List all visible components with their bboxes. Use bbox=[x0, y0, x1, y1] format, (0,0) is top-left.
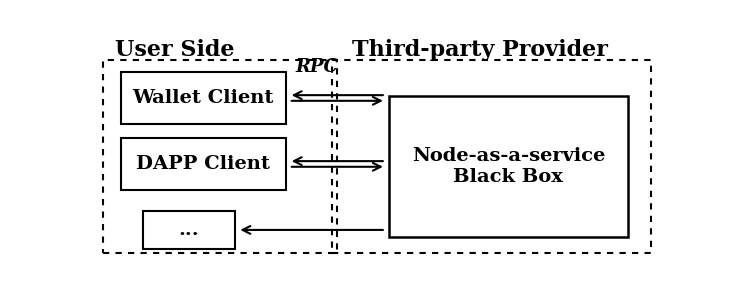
Bar bbox=[121, 72, 286, 124]
Bar bbox=[331, 60, 651, 253]
Text: Third-party Provider: Third-party Provider bbox=[352, 39, 608, 61]
Bar bbox=[121, 138, 286, 190]
Text: Node-as-a-service
Black Box: Node-as-a-service Black Box bbox=[411, 147, 605, 186]
Bar bbox=[144, 211, 235, 249]
Text: User Side: User Side bbox=[115, 39, 235, 61]
Bar bbox=[389, 95, 628, 237]
Text: ...: ... bbox=[179, 221, 199, 239]
Text: RPC: RPC bbox=[296, 58, 339, 76]
Text: DAPP Client: DAPP Client bbox=[136, 155, 270, 173]
Text: Wallet Client: Wallet Client bbox=[132, 89, 274, 107]
Bar bbox=[103, 60, 337, 253]
